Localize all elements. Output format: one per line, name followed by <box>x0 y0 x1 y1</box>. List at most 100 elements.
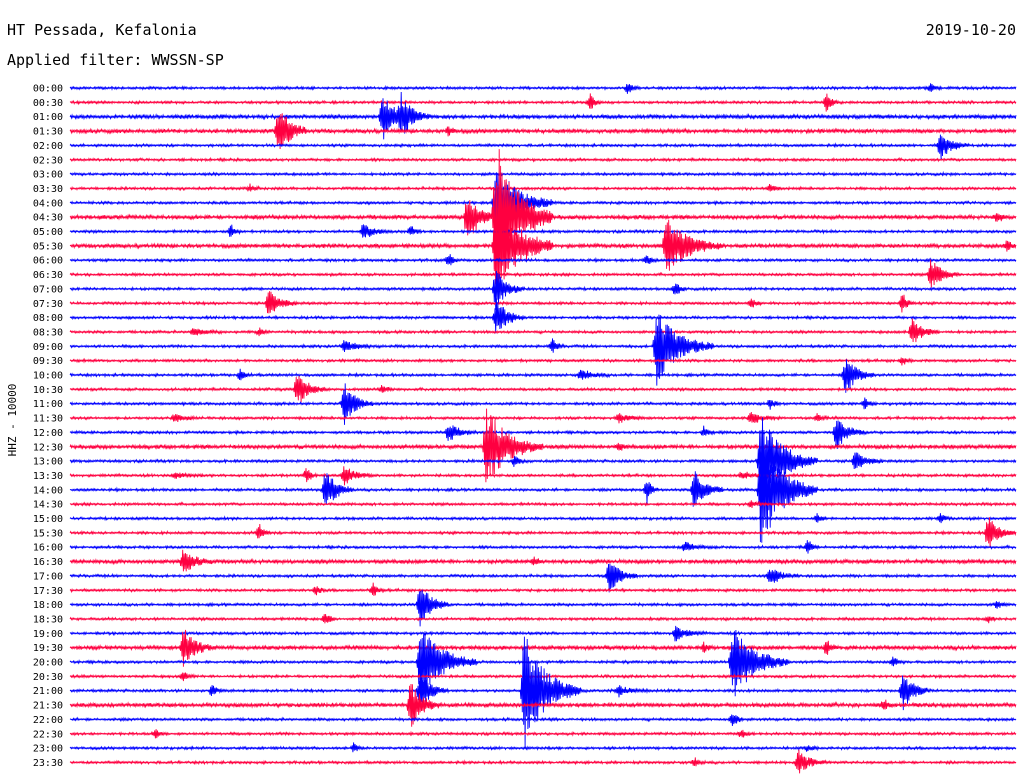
time-label: 22:30 <box>33 729 63 740</box>
seismogram-trace <box>69 91 1017 140</box>
seismogram-trace <box>69 200 1017 292</box>
time-label: 09:30 <box>33 356 63 367</box>
seismogram-trace <box>69 517 1017 548</box>
seismogram-trace <box>69 672 1017 682</box>
seismogram-trace <box>69 589 1017 627</box>
seismogram-trace <box>69 318 1017 343</box>
time-label: 13:00 <box>33 457 63 468</box>
seismogram-trace <box>69 376 1017 403</box>
time-label: 12:30 <box>33 442 63 453</box>
time-label: 15:30 <box>33 528 63 539</box>
station-title: HT Pessada, Kefalonia <box>7 21 197 39</box>
time-label: 07:30 <box>33 299 63 310</box>
time-label: 13:30 <box>33 471 63 482</box>
seismogram-trace <box>69 113 1017 150</box>
seismogram-trace <box>69 749 1017 774</box>
time-label: 20:30 <box>33 672 63 683</box>
time-label: 17:00 <box>33 571 63 582</box>
seismogram-trace <box>69 742 1017 753</box>
time-label: 08:00 <box>33 313 63 324</box>
time-label: 21:30 <box>33 701 63 712</box>
seismogram-trace <box>69 420 1017 449</box>
seismogram-trace <box>69 359 1017 393</box>
seismogram-trace <box>69 417 1017 500</box>
time-label: 18:30 <box>33 614 63 625</box>
seismogram-trace <box>69 254 1017 266</box>
seismogram-trace <box>69 149 1017 286</box>
seismogram-trace <box>69 540 1017 554</box>
time-label: 15:00 <box>33 514 63 525</box>
seismogram-trace <box>69 183 1017 192</box>
seismogram-trace <box>69 549 1017 572</box>
seismogram-trace <box>69 134 1017 160</box>
time-label: 05:30 <box>33 241 63 252</box>
time-label: 16:30 <box>33 557 63 568</box>
seismogram-trace <box>69 582 1017 596</box>
seismogram-trace <box>69 563 1017 593</box>
time-label-group: 00:00 00:30 01:00 01:30 02:00 02:30 03:00 03:30… <box>33 84 63 769</box>
time-label: 06:30 <box>33 270 63 281</box>
time-label: 10:00 <box>33 371 63 382</box>
time-label: 16:00 <box>33 543 63 554</box>
seismogram-trace <box>69 383 1017 425</box>
time-label: 07:00 <box>33 284 63 295</box>
seismogram-trace <box>69 629 1017 697</box>
seismogram-trace <box>69 224 1017 238</box>
time-label: 11:30 <box>33 414 63 425</box>
time-label: 10:30 <box>33 385 63 396</box>
seismogram-trace <box>69 83 1017 94</box>
time-label: 03:00 <box>33 170 63 181</box>
seismogram-trace <box>69 430 1017 543</box>
time-label: 00:30 <box>33 98 63 109</box>
time-label: 23:30 <box>33 758 63 769</box>
time-label: 03:30 <box>33 184 63 195</box>
time-label: 23:00 <box>33 744 63 755</box>
seismogram-trace <box>69 298 1017 334</box>
time-label: 02:30 <box>33 155 63 166</box>
time-label: 04:00 <box>33 198 63 209</box>
time-label: 00:00 <box>33 84 63 95</box>
time-label: 06:00 <box>33 256 63 267</box>
seismogram-trace <box>69 636 1017 748</box>
seismogram-trace <box>69 156 1017 163</box>
time-label: 19:30 <box>33 643 63 654</box>
time-label: 17:30 <box>33 586 63 597</box>
time-label: 14:30 <box>33 500 63 511</box>
seismogram-trace <box>69 714 1017 727</box>
seismogram-trace <box>69 172 1017 232</box>
trace-group <box>69 83 1017 774</box>
seismogram-trace <box>69 357 1017 366</box>
seismogram-trace <box>69 629 1017 667</box>
seismogram-trace <box>69 683 1017 727</box>
time-label: 01:30 <box>33 127 63 138</box>
seismogram-trace <box>69 729 1017 739</box>
time-label: 05:00 <box>33 227 63 238</box>
time-label: 19:00 <box>33 629 63 640</box>
seismogram-trace <box>69 270 1017 310</box>
seismogram-trace <box>69 513 1017 524</box>
time-label: 22:00 <box>33 715 63 726</box>
seismogram-trace <box>69 259 1017 288</box>
time-label: 08:30 <box>33 327 63 338</box>
time-label: 11:00 <box>33 399 63 410</box>
time-label: 14:00 <box>33 485 63 496</box>
time-label: 01:00 <box>33 112 63 123</box>
seismogram-trace <box>69 500 1017 508</box>
time-label: 04:30 <box>33 213 63 224</box>
time-label: 09:00 <box>33 342 63 353</box>
time-label: 20:00 <box>33 658 63 669</box>
seismogram-trace <box>69 93 1017 112</box>
time-label: 21:00 <box>33 686 63 697</box>
seismogram-trace <box>69 170 1017 178</box>
time-label: 18:00 <box>33 600 63 611</box>
seismogram-trace <box>69 411 1017 424</box>
time-label: 12:00 <box>33 428 63 439</box>
y-axis-label: HHZ - 10000 <box>6 384 19 457</box>
seismogram-trace <box>69 466 1017 486</box>
seismogram-trace <box>69 613 1017 624</box>
seismogram-trace <box>69 291 1017 314</box>
seismogram-trace <box>69 314 1017 386</box>
seismogram-trace <box>69 408 1017 483</box>
date-label: 2019-10-20 <box>925 21 1016 39</box>
